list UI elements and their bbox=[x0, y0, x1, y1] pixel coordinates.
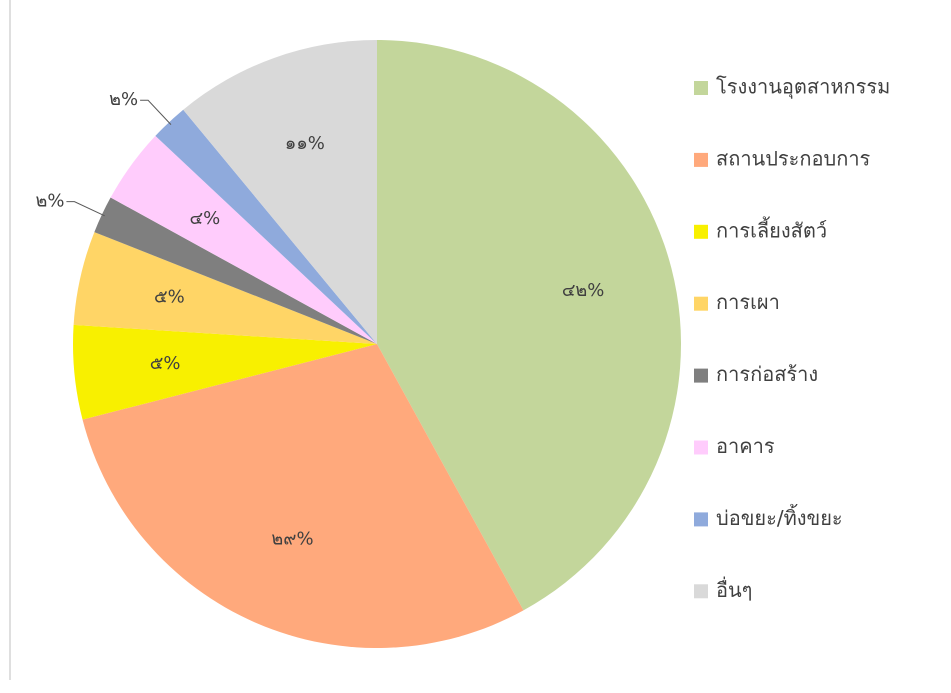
legend-label: อาคาร bbox=[716, 434, 775, 458]
legend-label: โรงงานอุตสาหกรรม bbox=[716, 75, 890, 100]
pie-slice bbox=[183, 40, 377, 344]
legend-swatch bbox=[694, 368, 708, 383]
legend-swatch bbox=[694, 296, 708, 311]
legend-swatch bbox=[694, 512, 708, 527]
legend-swatch bbox=[694, 224, 708, 239]
legend-swatch bbox=[694, 81, 708, 95]
legend-label: บ่อขยะ/ทิ้งขยะ bbox=[716, 504, 843, 530]
data-label: ๒% bbox=[35, 191, 64, 212]
data-label: ๔๒% bbox=[562, 280, 605, 301]
data-label: ๔% bbox=[189, 208, 220, 229]
legend-swatch bbox=[694, 440, 708, 455]
legend-label: การเลี้ยงสัตว์ bbox=[716, 216, 827, 242]
pie-slice bbox=[155, 109, 377, 344]
leader-line bbox=[66, 201, 105, 217]
data-label: ๑๑% bbox=[285, 133, 325, 154]
leader-line bbox=[140, 99, 172, 125]
pie-slice bbox=[94, 197, 377, 344]
legend-label: การก่อสร้าง bbox=[716, 362, 818, 386]
pie-slice bbox=[377, 40, 682, 611]
legend-swatch bbox=[694, 584, 708, 599]
legend-label: การเผา bbox=[716, 290, 780, 314]
pie-slice bbox=[73, 324, 377, 420]
legend-label: อื่นๆ bbox=[716, 576, 752, 602]
data-label: ๒๙% bbox=[271, 528, 313, 549]
data-label: ๒% bbox=[109, 89, 138, 110]
pie-slice bbox=[110, 135, 377, 344]
pie-slice bbox=[82, 344, 524, 649]
legend-label: สถานประกอบการ bbox=[716, 146, 871, 170]
pie-slice bbox=[73, 232, 377, 344]
data-label: ๕% bbox=[154, 287, 185, 308]
data-label: ๕% bbox=[150, 353, 181, 374]
legend-swatch bbox=[694, 152, 708, 167]
